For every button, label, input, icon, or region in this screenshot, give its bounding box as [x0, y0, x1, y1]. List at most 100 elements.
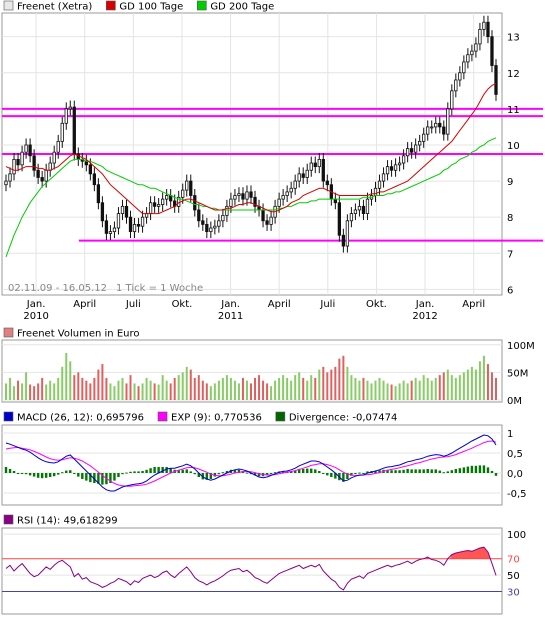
- volume-bar: [302, 377, 305, 400]
- divergence-bar: [474, 465, 478, 473]
- candle: [405, 148, 410, 157]
- volume-bar: [486, 364, 489, 400]
- volume-bar: [326, 372, 329, 400]
- divergence-bar: [57, 473, 60, 475]
- candle: [377, 180, 382, 189]
- candle: [100, 202, 105, 222]
- volume-bar: [13, 386, 16, 400]
- candle: [8, 173, 12, 182]
- candle: [140, 216, 145, 227]
- volume-bar: [105, 377, 108, 400]
- divergence-bar: [438, 470, 441, 473]
- candle: [16, 159, 20, 166]
- divergence-bar: [205, 473, 209, 480]
- divergence-bar: [354, 473, 357, 474]
- interval-label: 1 Tick = 1 Woche: [116, 283, 203, 294]
- divergence-bar: [486, 467, 490, 473]
- volume-bar: [45, 384, 48, 400]
- candle: [12, 159, 16, 175]
- volume-panel: 100M 50M 0M Freenet Volumen in Euro: [1, 327, 535, 407]
- volume-bar: [177, 375, 180, 400]
- candle: [213, 225, 217, 229]
- divergence-bar: [297, 469, 301, 473]
- candle: [470, 50, 474, 56]
- legend-label: GD 100 Tage: [119, 2, 183, 13]
- candle: [197, 209, 201, 222]
- candle: [442, 126, 446, 135]
- volume-bar: [318, 369, 321, 400]
- volume-bar: [382, 380, 385, 400]
- x-tick-label: Okt.: [366, 299, 387, 310]
- volume-y-tick-label: 0M: [507, 396, 522, 407]
- legend-label: Freenet Volumen in Euro: [17, 329, 139, 340]
- candle: [40, 177, 44, 182]
- volume-bar: [85, 380, 88, 400]
- divergence-bar: [326, 473, 329, 476]
- volume-bar: [358, 380, 361, 400]
- volume-bar: [101, 364, 104, 400]
- candle: [185, 180, 189, 191]
- candle: [454, 79, 458, 92]
- legend-swatch: [3, 411, 14, 422]
- price-y-tick-label: 11: [507, 105, 520, 116]
- divergence-bar: [61, 472, 64, 474]
- divergence-bar: [362, 473, 365, 474]
- divergence-bar: [149, 468, 152, 473]
- price-y-tick-label: 10: [507, 141, 520, 152]
- divergence-bar: [310, 468, 313, 473]
- volume-y-tick-label: 100M: [507, 341, 535, 352]
- candle: [193, 195, 197, 211]
- volume-legend: Freenet Volumen in Euro: [3, 327, 139, 340]
- volume-bar: [434, 377, 437, 400]
- volume-bar: [346, 366, 349, 400]
- legend-label: MACD (26, 12): 0,695796: [17, 413, 144, 424]
- candle: [28, 144, 32, 157]
- volume-bar: [145, 377, 148, 400]
- volume-bar: [254, 377, 257, 400]
- divergence-bar: [53, 473, 56, 477]
- candle: [241, 193, 245, 200]
- candle: [112, 227, 117, 233]
- volume-bar: [25, 372, 28, 400]
- x-tick-label: Jan.: [26, 299, 46, 310]
- candle: [225, 205, 229, 216]
- volume-bar: [61, 366, 64, 400]
- candle: [389, 166, 394, 171]
- candle: [96, 184, 101, 204]
- candle: [189, 180, 193, 196]
- volume-bar: [478, 361, 481, 400]
- volume-bar: [173, 377, 176, 400]
- candle: [373, 187, 378, 196]
- divergence-bar: [442, 472, 445, 474]
- divergence-bar: [77, 473, 80, 477]
- divergence-bars: [4, 465, 498, 485]
- volume-bar: [229, 377, 232, 400]
- volume-y-tick-labels: 100M 50M 0M: [507, 341, 535, 407]
- volume-bar: [49, 380, 52, 400]
- divergence-bar: [358, 472, 361, 474]
- volume-bar: [33, 386, 36, 400]
- candle: [446, 108, 450, 135]
- divergence-bar: [209, 473, 213, 479]
- volume-bar: [278, 377, 281, 400]
- volume-bar: [185, 366, 188, 400]
- candle: [88, 164, 92, 175]
- volume-bar: [262, 380, 265, 400]
- rsi-y-tick-labels: 100 70 50 30: [507, 530, 526, 598]
- divergence-bar: [366, 471, 369, 473]
- divergence-bar: [253, 473, 257, 476]
- x-tick-label: Jan.: [220, 299, 240, 310]
- volume-bar: [378, 377, 381, 400]
- candle: [104, 220, 109, 234]
- candle: [397, 162, 402, 166]
- divergence-bar: [165, 467, 168, 473]
- divergence-bar: [24, 473, 28, 475]
- divergence-bar: [44, 473, 48, 478]
- price-y-tick-label: 7: [507, 249, 513, 260]
- divergence-bar: [8, 469, 12, 473]
- divergence-bar: [306, 468, 309, 473]
- volume-bar: [157, 384, 160, 400]
- candle: [52, 151, 56, 164]
- divergence-bar: [334, 473, 337, 479]
- divergence-bar: [302, 469, 305, 473]
